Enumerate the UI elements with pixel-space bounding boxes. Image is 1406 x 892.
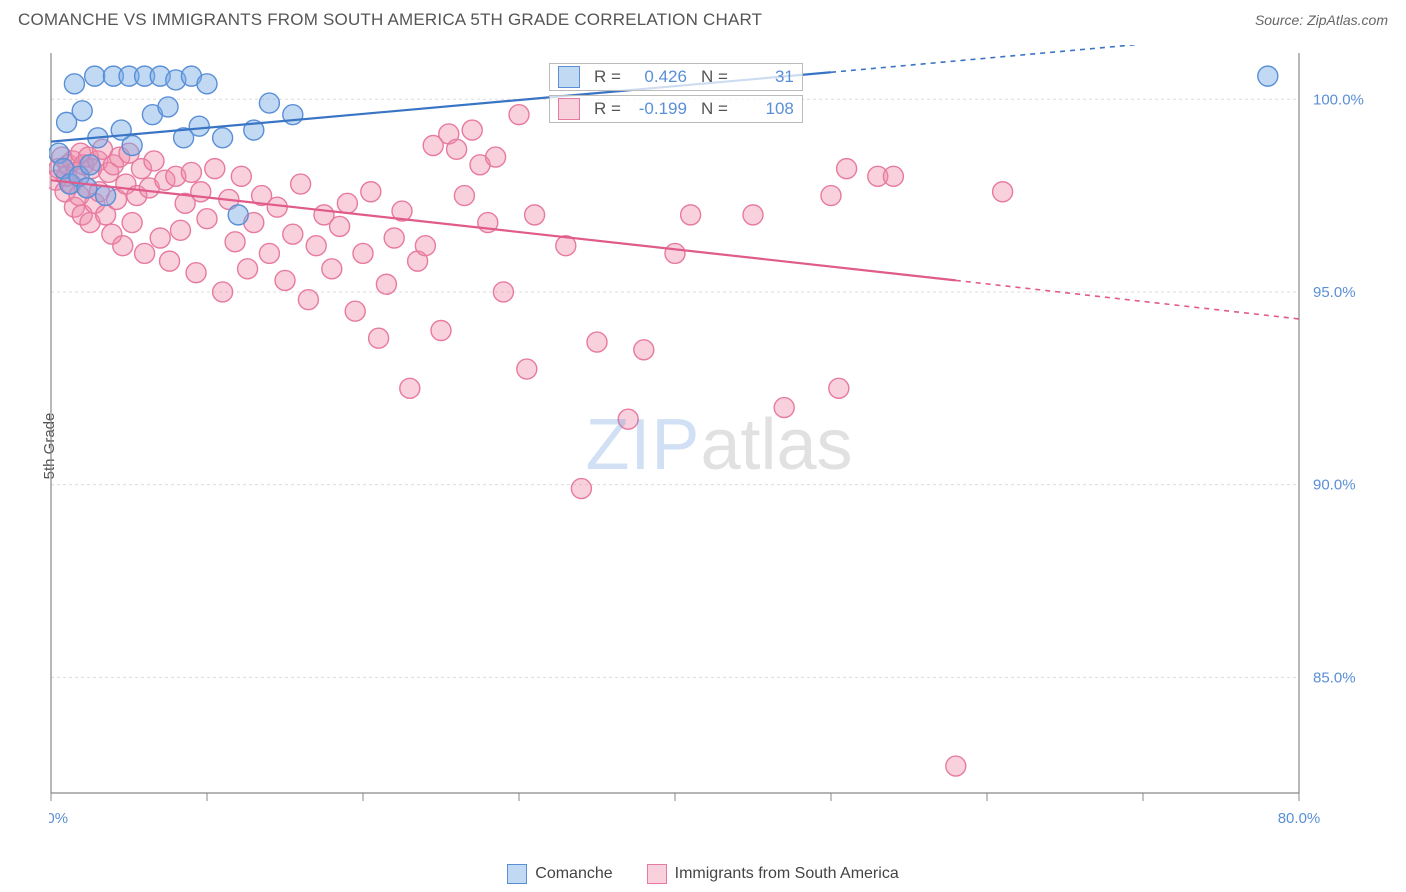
svg-text:90.0%: 90.0% (1313, 477, 1356, 494)
legend-label-immigrants: Immigrants from South America (675, 865, 899, 883)
stats-box-comanche: R = 0.426 N = 31 (549, 63, 803, 91)
svg-text:80.0%: 80.0% (1278, 810, 1321, 827)
title-bar: COMANCHE VS IMMIGRANTS FROM SOUTH AMERIC… (0, 0, 1406, 36)
plot-area: 85.0%90.0%95.0%100.0%0.0%80.0% ZIPatlas … (49, 45, 1389, 845)
legend-swatch-comanche (507, 864, 527, 884)
chart-title: COMANCHE VS IMMIGRANTS FROM SOUTH AMERIC… (18, 10, 762, 30)
legend-swatch-immigrants (647, 864, 667, 884)
stats-n-label: N = (701, 99, 728, 119)
stats-swatch-comanche (558, 66, 580, 88)
source-name: ZipAtlas.com (1307, 12, 1388, 28)
stats-r-label: R = (594, 67, 621, 87)
svg-text:0.0%: 0.0% (49, 810, 68, 827)
legend-bottom: Comanche Immigrants from South America (0, 864, 1406, 884)
svg-text:100.0%: 100.0% (1313, 91, 1364, 108)
source-prefix: Source: (1255, 12, 1307, 28)
stats-r-value-immigrants: -0.199 (631, 99, 687, 119)
chart-svg: 85.0% 90.0% 95.0% 100.0% 0.0% 80.0% (49, 45, 1389, 845)
stats-box-immigrants: R = -0.199 N = 108 (549, 95, 803, 123)
legend-item-immigrants: Immigrants from South America (647, 864, 899, 884)
stats-n-value-immigrants: 108 (738, 99, 794, 119)
stats-swatch-immigrants (558, 98, 580, 120)
legend-label-comanche: Comanche (535, 865, 612, 883)
stats-n-label: N = (701, 67, 728, 87)
svg-text:85.0%: 85.0% (1313, 669, 1356, 686)
source-label: Source: ZipAtlas.com (1255, 12, 1388, 28)
stats-n-value-comanche: 31 (738, 67, 794, 87)
legend-item-comanche: Comanche (507, 864, 612, 884)
svg-text:95.0%: 95.0% (1313, 284, 1356, 301)
stats-r-value-comanche: 0.426 (631, 67, 687, 87)
stats-r-label: R = (594, 99, 621, 119)
